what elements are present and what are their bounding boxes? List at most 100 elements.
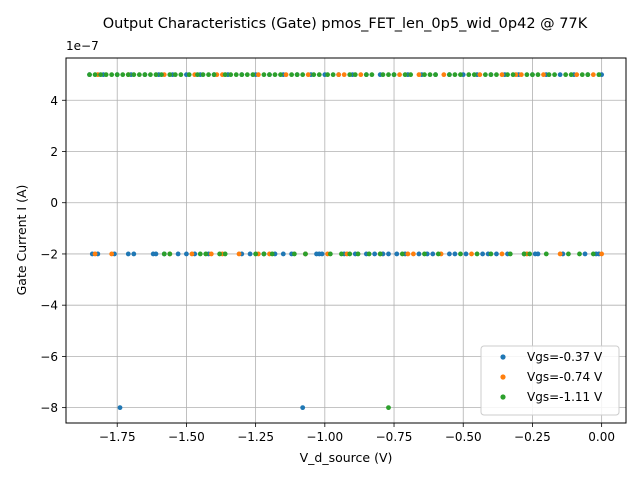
data-point	[153, 251, 159, 257]
data-point	[499, 251, 505, 257]
data-point	[184, 251, 189, 257]
data-point	[186, 72, 192, 78]
data-point	[471, 72, 477, 78]
data-point	[120, 72, 126, 78]
data-point	[541, 72, 546, 78]
data-point	[347, 251, 353, 257]
data-point	[527, 251, 533, 257]
data-point	[458, 72, 463, 78]
data-point	[577, 251, 582, 257]
data-point	[103, 72, 109, 78]
data-point	[441, 72, 447, 78]
data-point	[294, 72, 300, 78]
data-point	[446, 251, 452, 257]
data-points	[87, 72, 605, 411]
y-axis-label: Gate Current I (A)	[14, 185, 29, 296]
data-point	[535, 251, 541, 257]
x-tick-label: −1.25	[237, 430, 274, 444]
data-point	[521, 251, 527, 257]
data-point	[109, 251, 115, 257]
data-point	[535, 72, 541, 78]
data-point	[590, 251, 596, 257]
data-point	[510, 72, 516, 78]
data-point	[452, 72, 458, 78]
y-tick-label: −6	[40, 350, 58, 364]
data-point	[272, 72, 278, 78]
data-point	[208, 251, 214, 257]
data-point	[469, 251, 474, 257]
data-point	[175, 251, 181, 257]
x-tick-label: 0.00	[588, 430, 615, 444]
plot-frame	[65, 57, 627, 424]
data-point	[411, 251, 416, 257]
data-point	[557, 251, 563, 257]
data-point	[228, 72, 234, 78]
x-tick-label: −0.25	[514, 430, 551, 444]
data-point	[300, 72, 306, 78]
data-point	[347, 72, 353, 78]
y-offset-label: 1e−7	[66, 39, 99, 53]
data-point	[463, 251, 469, 257]
legend-entry: Vgs=-0.74 V	[527, 370, 603, 384]
chart-title: Output Characteristics (Gate) pmos_FET_l…	[103, 16, 588, 32]
data-point	[386, 405, 391, 411]
data-point	[399, 251, 405, 257]
y-tick-label: 2	[50, 145, 58, 159]
y-tick-label: −2	[40, 247, 58, 261]
data-point	[566, 251, 571, 257]
data-point	[189, 251, 195, 257]
data-point	[217, 251, 223, 257]
data-point	[114, 72, 120, 78]
legend-marker	[500, 374, 506, 380]
data-point	[131, 251, 137, 257]
data-point	[452, 251, 458, 257]
data-point	[339, 251, 344, 257]
data-point	[363, 72, 369, 78]
data-point	[458, 251, 463, 257]
data-point	[380, 72, 386, 78]
data-point	[524, 72, 530, 78]
data-point	[197, 251, 203, 257]
data-point	[416, 72, 422, 78]
data-point	[435, 251, 441, 257]
data-point	[546, 72, 552, 78]
data-point	[247, 251, 253, 257]
data-point	[200, 72, 206, 78]
data-point	[574, 72, 580, 78]
y-tick-label: 0	[50, 196, 58, 210]
data-point	[394, 251, 400, 257]
data-point	[330, 72, 336, 78]
legend-entry: Vgs=-0.37 V	[527, 350, 603, 364]
data-point	[590, 72, 596, 78]
data-point	[222, 72, 228, 78]
data-point	[377, 251, 383, 257]
data-point	[416, 251, 422, 257]
data-point	[92, 72, 98, 78]
x-tick-label: −0.50	[445, 430, 482, 444]
data-point	[161, 251, 167, 257]
data-point	[599, 251, 605, 257]
data-point	[397, 72, 402, 78]
data-point	[386, 72, 391, 78]
data-point	[255, 72, 261, 78]
data-point	[482, 72, 488, 78]
data-point	[557, 72, 563, 78]
data-point	[480, 251, 486, 257]
data-point	[206, 72, 211, 78]
data-point	[195, 72, 200, 78]
data-point	[391, 72, 397, 78]
y-tick-label: −4	[40, 299, 58, 313]
data-point	[402, 72, 408, 78]
data-point	[585, 72, 591, 78]
data-point	[250, 72, 256, 78]
data-point	[117, 405, 123, 411]
legend-box	[480, 345, 620, 416]
data-point	[386, 251, 391, 257]
data-point	[336, 72, 342, 78]
data-point	[253, 251, 259, 257]
data-point	[433, 72, 438, 78]
data-point	[352, 72, 358, 78]
axis-ticks: −1.75 −1.50 −1.25 −1.00 −0.75 −0.50 −0.25 0.00 −…	[40, 94, 615, 444]
data-point	[422, 72, 427, 78]
data-point	[222, 251, 228, 257]
